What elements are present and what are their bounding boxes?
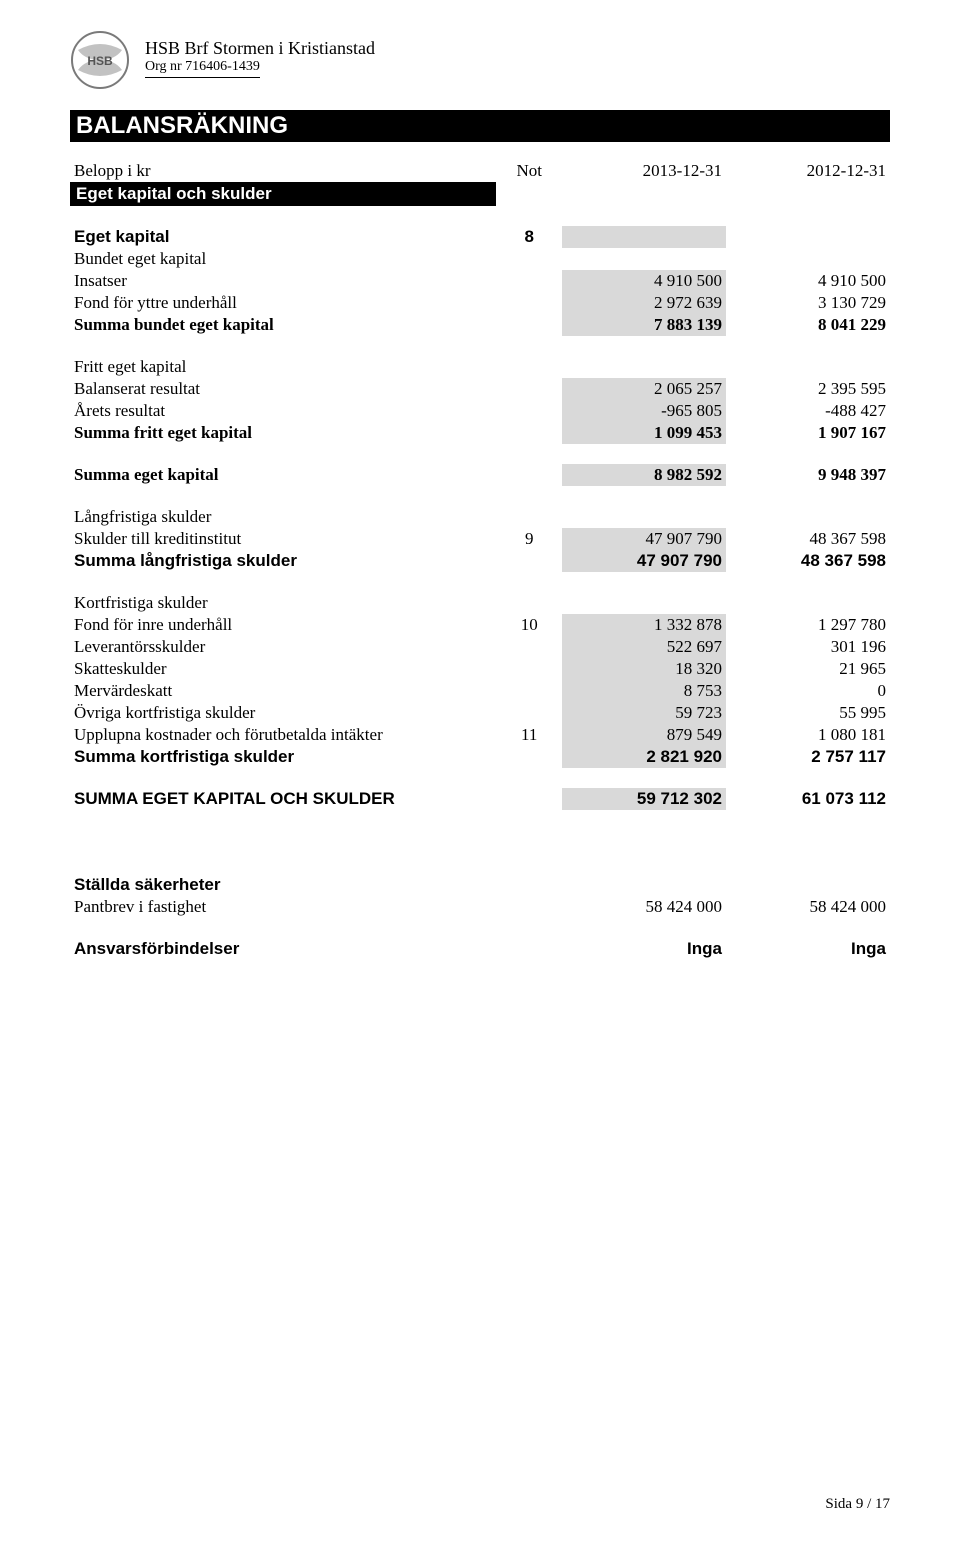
spacer-row bbox=[70, 768, 890, 788]
svg-text:HSB: HSB bbox=[87, 54, 113, 68]
spacer-row bbox=[70, 918, 890, 938]
table-row: AnsvarsförbindelserIngaInga bbox=[70, 938, 890, 960]
spacer-row bbox=[70, 486, 890, 506]
spacer-row bbox=[70, 444, 890, 464]
table-row: Mervärdeskatt8 7530 bbox=[70, 680, 890, 702]
table-row: Insatser4 910 5004 910 500 bbox=[70, 270, 890, 292]
table-row: Fritt eget kapital bbox=[70, 356, 890, 378]
table-row: Pantbrev i fastighet58 424 00058 424 000 bbox=[70, 896, 890, 918]
table-row: Övriga kortfristiga skulder59 72355 995 bbox=[70, 702, 890, 724]
table-row: Långfristiga skulder bbox=[70, 506, 890, 528]
table-row: Ställda säkerheter bbox=[70, 874, 890, 896]
spacer-row bbox=[70, 572, 890, 592]
table-row: Skulder till kreditinstitut947 907 79048… bbox=[70, 528, 890, 550]
column-header-row: Belopp i krNot2013-12-312012-12-31 bbox=[70, 160, 890, 182]
table-row: Summa bundet eget kapital7 883 1398 041 … bbox=[70, 314, 890, 336]
table-row: Kortfristiga skulder bbox=[70, 592, 890, 614]
table-row: Upplupna kostnader och förutbetalda intä… bbox=[70, 724, 890, 746]
table-row: Leverantörsskulder522 697301 196 bbox=[70, 636, 890, 658]
table-row: Årets resultat-965 805-488 427 bbox=[70, 400, 890, 422]
section-header-row: Eget kapital och skulder bbox=[70, 182, 890, 206]
table-heading-row: Eget kapital8 bbox=[70, 226, 890, 248]
document-header: HSB HSB Brf Stormen i Kristianstad Org n… bbox=[70, 30, 890, 90]
table-row: Summa eget kapital8 982 5929 948 397 bbox=[70, 464, 890, 486]
org-number: Org nr 716406-1439 bbox=[145, 59, 260, 78]
table-row: Skatteskulder18 32021 965 bbox=[70, 658, 890, 680]
hsb-logo: HSB bbox=[70, 30, 130, 90]
table-row: Bundet eget kapital bbox=[70, 248, 890, 270]
table-row: Fond för inre underhåll101 332 8781 297 … bbox=[70, 614, 890, 636]
page-number: Sida 9 / 17 bbox=[825, 1496, 890, 1513]
table-row: Summa kortfristiga skulder2 821 9202 757… bbox=[70, 746, 890, 768]
table-row: Balanserat resultat2 065 2572 395 595 bbox=[70, 378, 890, 400]
table-row: Fond för yttre underhåll2 972 6393 130 7… bbox=[70, 292, 890, 314]
table-row: Summa fritt eget kapital1 099 4531 907 1… bbox=[70, 422, 890, 444]
balance-sheet-table: Belopp i krNot2013-12-312012-12-31Eget k… bbox=[70, 160, 890, 960]
spacer-row bbox=[70, 336, 890, 356]
table-row: Summa långfristiga skulder47 907 79048 3… bbox=[70, 550, 890, 572]
table-row: SUMMA EGET KAPITAL OCH SKULDER59 712 302… bbox=[70, 788, 890, 810]
spacer-row bbox=[70, 810, 890, 842]
org-name: HSB Brf Stormen i Kristianstad bbox=[145, 38, 375, 59]
page-title: BALANSRÄKNING bbox=[70, 110, 890, 142]
